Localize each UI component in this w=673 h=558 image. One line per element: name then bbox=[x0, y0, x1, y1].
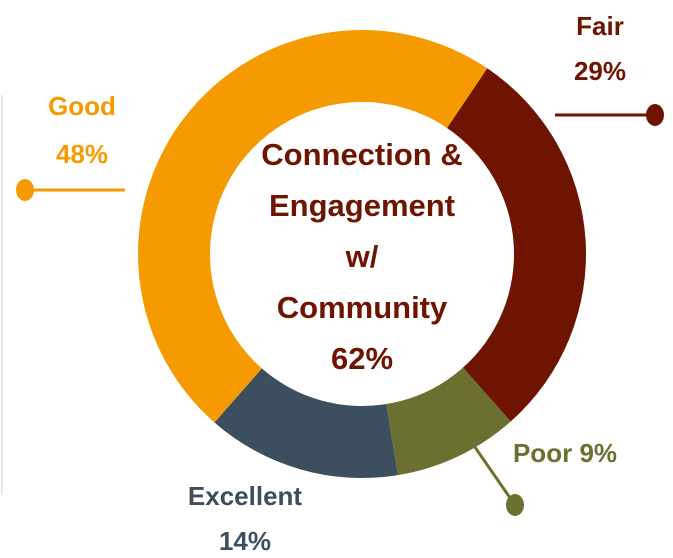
slice-value: 48% bbox=[56, 139, 108, 169]
slice-name: Excellent bbox=[188, 481, 303, 511]
center-label: Connection & bbox=[261, 137, 463, 172]
center-label: Community bbox=[277, 290, 448, 325]
donut-segment bbox=[137, 29, 488, 423]
donut-segment bbox=[446, 68, 586, 422]
slice-value: 14% bbox=[219, 526, 271, 556]
slice-value: 29% bbox=[574, 56, 626, 86]
slice-value: 9% bbox=[579, 438, 617, 468]
leader-line bbox=[468, 439, 517, 506]
center-value: 62% bbox=[331, 341, 393, 376]
slice-name: Poor bbox=[513, 438, 572, 468]
center-label: w/ bbox=[345, 239, 379, 274]
leader-dot bbox=[506, 494, 524, 516]
center-label: Engagement bbox=[269, 188, 455, 223]
donut-segment bbox=[214, 368, 398, 479]
slice-name: Good bbox=[48, 91, 116, 121]
leader-dot bbox=[16, 179, 34, 201]
donut-segment bbox=[386, 367, 511, 476]
slice-label: Poor 9% bbox=[513, 438, 617, 468]
leader-dot bbox=[646, 104, 664, 126]
slice-name: Fair bbox=[576, 11, 624, 41]
